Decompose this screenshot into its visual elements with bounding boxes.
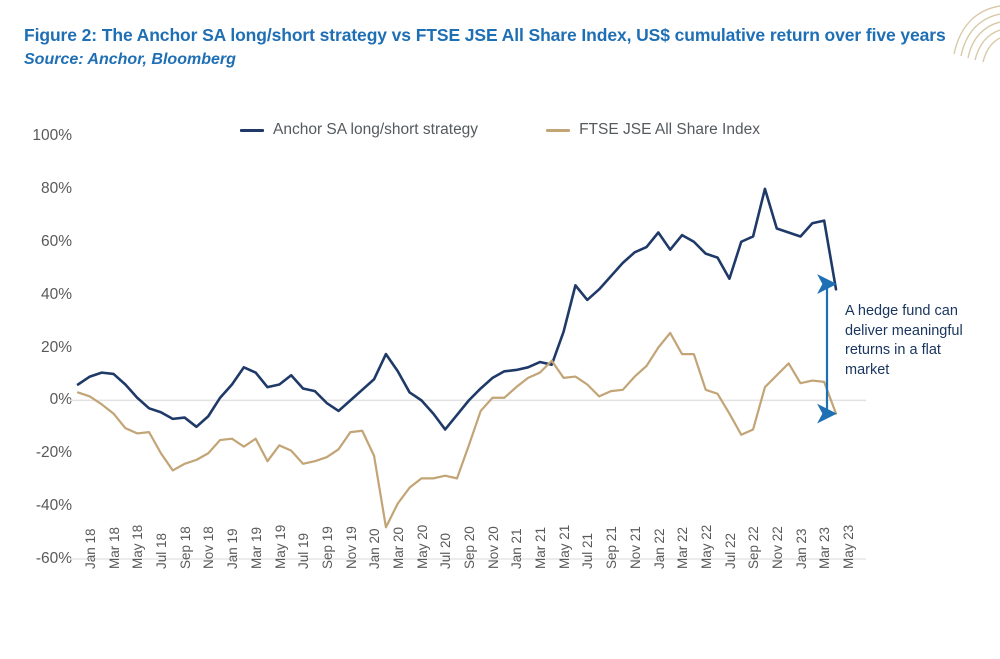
legend-item-ftse[interactable]: FTSE JSE All Share Index	[546, 121, 760, 139]
y-axis-tick-20: 20%	[40, 338, 72, 356]
y-axis-tick-80: 80%	[40, 179, 72, 197]
y-axis-tick-0: 0%	[49, 391, 72, 409]
series-line-ftse	[76, 331, 838, 529]
figure-source: Source: Anchor, Bloomberg	[24, 51, 236, 69]
legend-label-ftse: FTSE JSE All Share Index	[579, 121, 760, 138]
legend-swatch-ftse	[546, 128, 571, 132]
series-lines	[76, 187, 838, 529]
legend-swatch-anchor	[240, 128, 264, 132]
y-axis-tick-60: 60%	[40, 232, 72, 250]
y-axis-tick-labels: 100% 80% 60% 40% 20% 0% -20% -40% -60%	[0, 0, 72, 659]
figure-title: Figure 2: The Anchor SA long/short strat…	[24, 25, 946, 45]
y-axis-tick-40: 40%	[40, 285, 72, 303]
y-axis-tick-neg40: -40%	[35, 497, 72, 515]
y-axis-tick-neg60: -60%	[35, 550, 72, 567]
figure-header: Figure 2: The Anchor SA long/short strat…	[24, 24, 974, 69]
y-axis-tick-100: 100%	[32, 127, 72, 144]
gridlines	[70, 399, 866, 560]
y-axis-tick-neg20: -20%	[35, 444, 72, 462]
legend-item-anchor[interactable]: Anchor SA long/short strategy	[240, 121, 478, 139]
legend-label-anchor: Anchor SA long/short strategy	[273, 121, 479, 138]
annotation-text: A hedge fund can deliver meaningful retu…	[845, 303, 963, 378]
series-line-anchor	[76, 187, 838, 431]
chart-legend: Anchor SA long/short strategy FTSE JSE A…	[0, 121, 1000, 139]
